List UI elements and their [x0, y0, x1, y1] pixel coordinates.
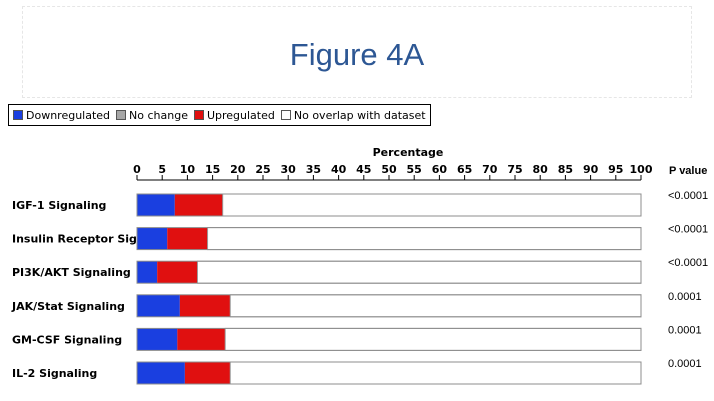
- x-tick-label: 25: [255, 163, 270, 176]
- legend-label: No change: [129, 108, 188, 122]
- pvalue-label: <0.0001: [668, 224, 708, 236]
- x-tick-label: 45: [356, 163, 371, 176]
- x-tick-label: 85: [558, 163, 573, 176]
- x-tick-label: 5: [158, 163, 166, 176]
- bar-outline: [136, 361, 642, 385]
- x-tick-label: 40: [331, 163, 347, 176]
- legend-swatch: [13, 110, 23, 120]
- bar-segment: [137, 194, 175, 216]
- x-tick-label: 80: [533, 163, 549, 176]
- bar-segment: [137, 294, 180, 317]
- pvalue-label: 0.0001: [668, 291, 702, 303]
- bar-outline: [136, 294, 642, 318]
- bar-segment: [174, 194, 223, 216]
- x-tick-label: 75: [507, 163, 522, 176]
- legend-label: Upregulated: [206, 108, 275, 122]
- bar-segment: [177, 328, 226, 351]
- bar-outline: [136, 193, 642, 217]
- x-tick-label: 30: [281, 163, 297, 176]
- bar-outline: [136, 260, 642, 284]
- bar-segment: [224, 327, 642, 351]
- legend-swatch: [116, 110, 127, 120]
- bar-segment: [229, 294, 642, 318]
- pvalue-label: <0.0001: [668, 190, 708, 202]
- category-label: Insulin Receptor Signaling: [12, 233, 175, 246]
- x-tick-label: 50: [381, 163, 397, 176]
- category-label: JAK/Stat Signaling: [11, 300, 125, 313]
- bar-outline: [136, 327, 642, 351]
- x-tick-label: 95: [608, 163, 623, 176]
- bar-segment: [137, 362, 185, 384]
- legend-swatch: [280, 110, 291, 120]
- legend-item: No overlap with dataset: [280, 108, 426, 122]
- category-label: IGF-1 Signaling: [12, 199, 106, 212]
- bar-segment: [137, 261, 158, 284]
- bar-segment: [222, 193, 642, 217]
- bar-segment: [207, 227, 642, 251]
- bar-outline: [136, 227, 642, 251]
- legend-label: No overlap with dataset: [293, 108, 426, 122]
- bar-segment: [167, 227, 208, 250]
- pvalue-label: 0.0001: [668, 324, 702, 336]
- x-tick-label: 20: [230, 163, 246, 176]
- x-tick-label: 0: [133, 163, 141, 176]
- x-tick-label: 60: [432, 163, 448, 176]
- pvalue-label: <0.0001: [668, 257, 708, 269]
- x-tick-label: 10: [180, 163, 196, 176]
- x-axis-label: Percentage: [373, 146, 444, 159]
- category-label: IL-2 Signaling: [12, 367, 97, 380]
- bar-segment: [196, 260, 642, 284]
- chart-legend: Downregulated No change Upregulated No over…: [8, 104, 431, 126]
- legend-item: Upregulated: [193, 108, 275, 122]
- bar-segment: [137, 328, 178, 351]
- category-label: GM-CSF Signaling: [12, 333, 122, 346]
- bar-segment: [157, 261, 198, 284]
- slide-title: Figure 4A: [289, 37, 425, 72]
- category-label: PI3K/AKT Signaling: [12, 266, 131, 279]
- legend-item: No change: [116, 109, 188, 122]
- bar-segment: [184, 362, 231, 384]
- legend-label: Downregulated: [26, 108, 111, 122]
- title-box: Figure 4A: [22, 6, 692, 98]
- x-tick-label: 100: [630, 163, 653, 176]
- x-tick-label: 65: [457, 163, 472, 176]
- pvalue-header: P value: [669, 165, 707, 177]
- bar-segment: [179, 294, 231, 317]
- x-tick-label: 35: [306, 163, 321, 176]
- x-tick-label: 90: [583, 163, 599, 176]
- legend-swatch: [193, 110, 204, 120]
- x-tick-label: 70: [482, 163, 498, 176]
- pvalue-label: 0.0001: [668, 358, 702, 370]
- bar-segment: [229, 361, 642, 385]
- x-tick-label: 15: [205, 163, 220, 176]
- bar-segment: [137, 227, 168, 250]
- x-tick-label: 55: [407, 163, 422, 176]
- legend-item: Downregulated: [13, 109, 110, 122]
